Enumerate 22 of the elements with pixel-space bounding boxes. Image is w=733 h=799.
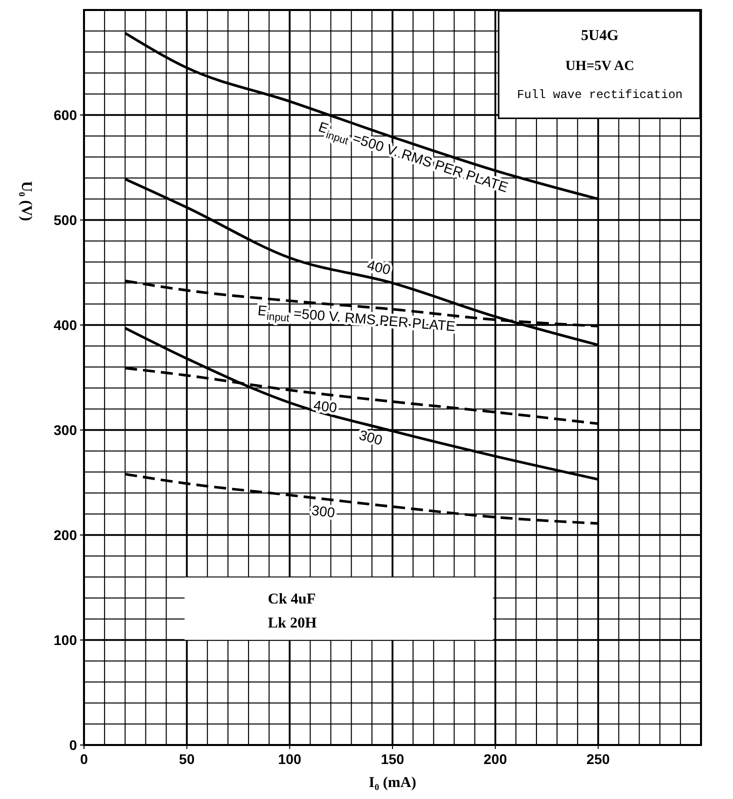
x-tick-label: 150	[380, 751, 404, 767]
x-tick-label: 0	[80, 751, 88, 767]
y-tick-label: 0	[69, 737, 78, 753]
x-axis-title: I₀ (mA)	[368, 775, 416, 791]
x-tick-label: 200	[484, 751, 508, 767]
y-axis-title: U₀ (V)	[18, 181, 34, 222]
annotation: Lk 20H	[268, 615, 317, 632]
text-box: 5U4G UH=5V AC Full wave rectification	[498, 10, 701, 120]
text-box: Ck 4uF Lk 20H	[184, 577, 494, 640]
y-tick-label: 500	[54, 212, 78, 228]
x-tick-label: 100	[278, 751, 302, 767]
annotation: 400	[366, 256, 392, 278]
y-tick-label: 200	[54, 527, 78, 543]
y-tick-label: 300	[54, 422, 78, 438]
y-tick-label: 100	[54, 632, 78, 648]
y-tick-label: 400	[54, 317, 78, 333]
x-tick-label: 250	[586, 751, 610, 767]
y-tick-label: 600	[54, 107, 78, 123]
annotation: Ck 4uF	[268, 591, 316, 608]
annotation: 300	[357, 426, 384, 448]
x-tick-label: 50	[179, 751, 195, 767]
annotation: Full wave rectification	[516, 88, 683, 102]
